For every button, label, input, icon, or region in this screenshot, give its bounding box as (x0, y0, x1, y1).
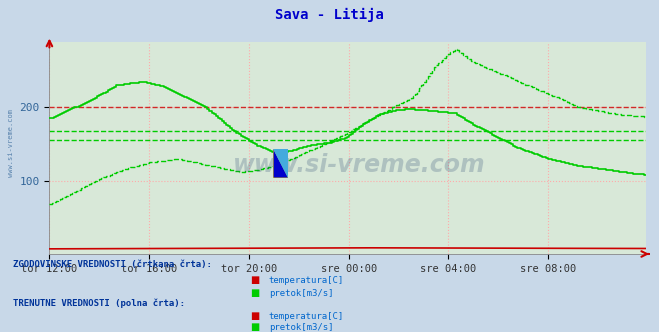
Polygon shape (273, 149, 288, 178)
Text: ■: ■ (250, 322, 260, 332)
Text: pretok[m3/s]: pretok[m3/s] (269, 289, 333, 298)
Text: ■: ■ (250, 311, 260, 321)
Text: www.si-vreme.com: www.si-vreme.com (8, 109, 14, 177)
Text: Sava - Litija: Sava - Litija (275, 8, 384, 23)
Polygon shape (273, 149, 288, 178)
Text: pretok[m3/s]: pretok[m3/s] (269, 323, 333, 332)
Text: ■: ■ (250, 275, 260, 285)
Text: www.si-vreme.com: www.si-vreme.com (233, 153, 486, 177)
Text: ZGODOVINSKE VREDNOSTI (črtkana črta):: ZGODOVINSKE VREDNOSTI (črtkana črta): (13, 260, 212, 269)
Text: temperatura[C]: temperatura[C] (269, 276, 344, 285)
Text: TRENUTNE VREDNOSTI (polna črta):: TRENUTNE VREDNOSTI (polna črta): (13, 298, 185, 308)
Text: temperatura[C]: temperatura[C] (269, 312, 344, 321)
Text: ■: ■ (250, 288, 260, 298)
